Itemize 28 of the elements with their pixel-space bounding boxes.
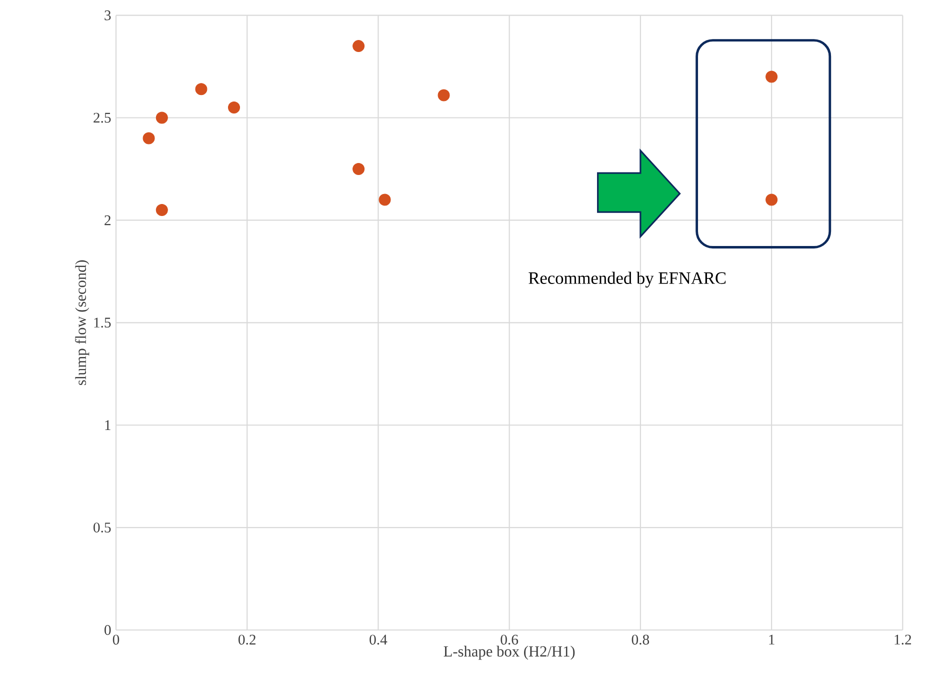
point (438, 89, 450, 102)
y-tick-label: 3 (104, 10, 111, 20)
y-tick-label: 2 (104, 215, 110, 226)
y-tick-label: 1 (105, 420, 110, 430)
y-tick-label: 1.5 (94, 318, 111, 328)
x-axis-title: L-shape box (H2/H1) (444, 646, 575, 660)
x-tick-label: 0.8 (632, 634, 650, 645)
x-tick-label: 1.2 (894, 634, 912, 645)
point (156, 112, 168, 124)
y-tick-label: 2.5 (94, 112, 111, 123)
point (766, 70, 778, 83)
point (228, 102, 240, 114)
y-axis-title: slump flow (second) (75, 260, 90, 386)
point (156, 204, 168, 216)
point (142, 132, 155, 144)
x-tick-label: 0.6 (500, 634, 518, 645)
point (378, 194, 391, 206)
point (766, 194, 778, 206)
y-tick-label: 0 (104, 625, 111, 635)
x-tick-label: 0.2 (238, 634, 256, 645)
x-tick-label: 0.4 (370, 634, 388, 645)
x-tick-label: 0 (112, 634, 120, 645)
y-tick-label: 0.5 (94, 522, 111, 533)
annotation: Recommended by EFNARC (528, 272, 726, 288)
x-tick-label: 1 (769, 634, 774, 644)
point (352, 40, 365, 52)
point (352, 162, 365, 175)
point (195, 83, 208, 96)
